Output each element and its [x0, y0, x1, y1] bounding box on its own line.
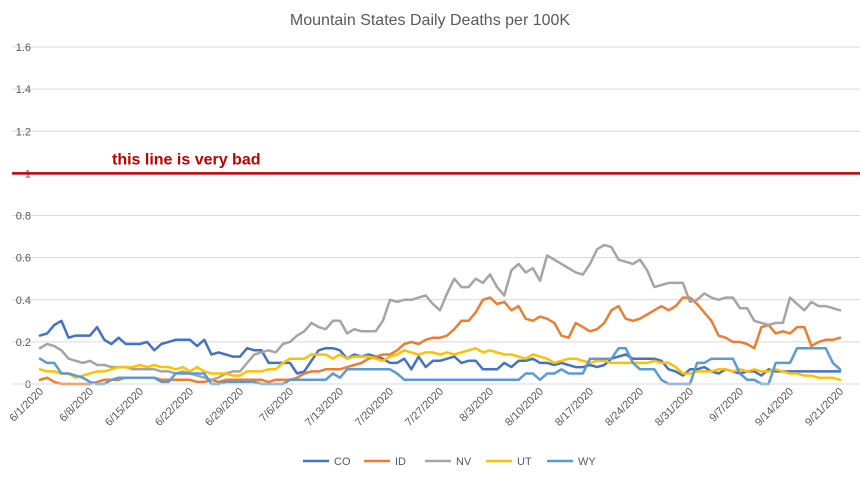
legend-label-co: CO	[334, 456, 351, 468]
y-tick-label: 1.6	[16, 42, 31, 54]
annotation-text: this line is very bad	[112, 151, 261, 168]
threshold-annotation: this line is very bad	[12, 151, 860, 175]
legend-label-nv: NV	[456, 456, 472, 468]
series-line-wy	[38, 346, 842, 386]
y-tick-label: 0.2	[16, 337, 31, 349]
series-line-nv	[38, 243, 842, 382]
legend-label-wy: WY	[578, 456, 596, 468]
y-tick-label: 0.8	[16, 211, 31, 223]
y-tick-label: 0.6	[16, 253, 31, 265]
series-line-co	[38, 319, 842, 377]
legend-label-id: ID	[395, 456, 406, 468]
y-tick-label: 0.4	[16, 295, 31, 307]
legend: CO ID NV UT WY	[303, 456, 596, 468]
y-tick-label: 1.4	[16, 84, 31, 96]
series-lines	[38, 243, 842, 386]
series-line-ut	[38, 346, 842, 382]
series-line-id	[38, 296, 842, 386]
y-axis: 00.20.40.60.811.21.41.6	[16, 42, 31, 391]
y-tick-label: 0	[25, 379, 31, 391]
chart-title: Mountain States Daily Deaths per 100K	[290, 12, 570, 29]
legend-label-ut: UT	[517, 456, 532, 468]
y-tick-label: 1.2	[16, 126, 31, 138]
